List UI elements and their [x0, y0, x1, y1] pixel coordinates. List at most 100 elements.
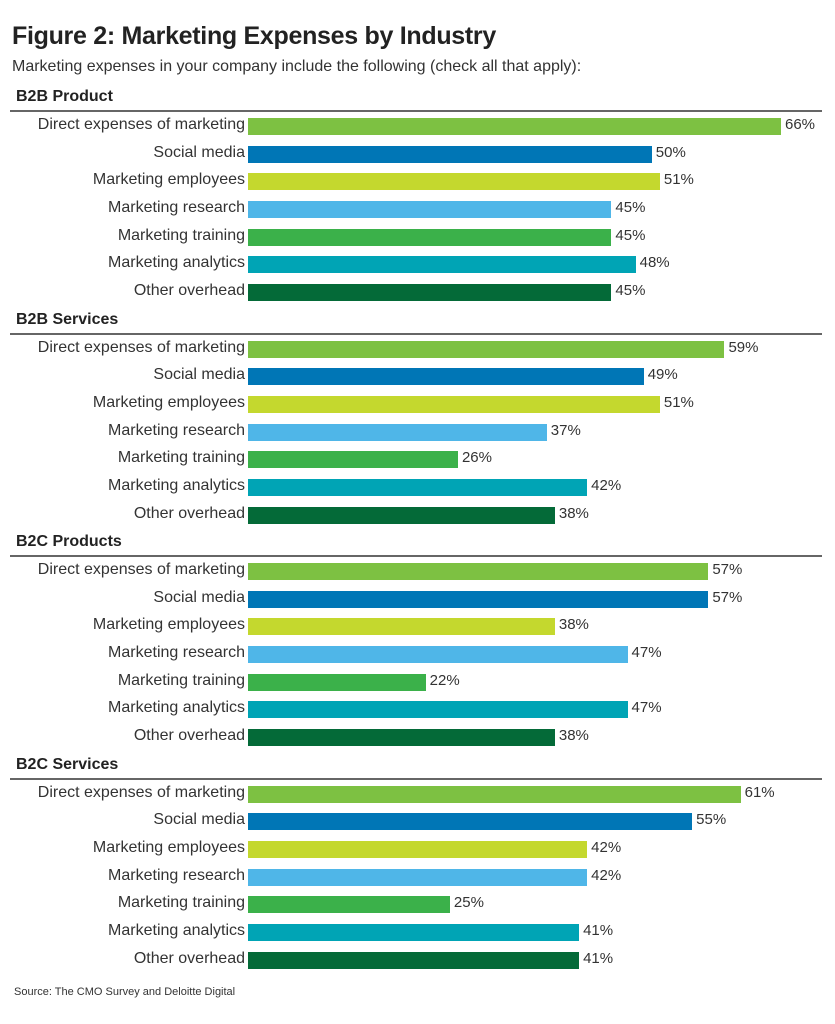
bar — [248, 923, 580, 941]
panel-b2c-services: B2C Services Direct expenses of marketing… — [10, 754, 822, 976]
bar-row: Social media 50% — [10, 140, 822, 168]
category-label: Social media — [153, 811, 245, 829]
bar — [248, 673, 426, 691]
data-label: 45% — [615, 199, 646, 217]
bar-row: Direct expenses of marketing 57% — [10, 557, 822, 585]
panel-b2b-product: B2B Product Direct expenses of marketing 6… — [10, 86, 822, 308]
bar-row: Direct expenses of marketing 66% — [10, 112, 822, 140]
bar-row: Marketing employees 51% — [10, 167, 822, 195]
category-label: Direct expenses of marketing — [37, 338, 245, 356]
bar-row: Marketing research 47% — [10, 640, 822, 668]
bar — [248, 145, 652, 163]
bar-row: Marketing research 45% — [10, 195, 822, 223]
bar-row: Marketing employees 51% — [10, 390, 822, 418]
category-label: Marketing research — [108, 421, 245, 439]
panel-title: B2C Products — [10, 531, 822, 557]
category-label: Marketing training — [117, 449, 245, 467]
panel-b2b-services: B2B Services Direct expenses of marketing… — [10, 309, 822, 531]
data-label: 66% — [785, 116, 816, 133]
bar — [248, 813, 693, 831]
bar-row: Other overhead 38% — [10, 723, 822, 751]
bar-row: Marketing analytics 42% — [10, 473, 822, 501]
category-label: Social media — [153, 143, 245, 161]
category-label: Social media — [153, 366, 245, 384]
bar-row: Marketing analytics 41% — [10, 918, 822, 946]
bar — [248, 118, 781, 135]
bar — [248, 590, 709, 608]
data-label: 55% — [696, 811, 727, 829]
panel-title: B2B Product — [10, 86, 822, 112]
data-label: 42% — [591, 866, 622, 884]
category-label: Other overhead — [133, 727, 245, 745]
category-label: Marketing research — [108, 644, 245, 662]
data-label: 57% — [712, 561, 743, 578]
bar — [248, 506, 555, 524]
data-label: 25% — [453, 894, 484, 912]
bar — [248, 896, 450, 914]
data-label: 51% — [663, 171, 694, 189]
data-label: 48% — [639, 254, 670, 272]
category-label: Marketing employees — [92, 171, 245, 189]
category-label: Social media — [153, 588, 245, 606]
category-label: Marketing training — [117, 894, 245, 912]
panel-title: B2B Services — [10, 309, 822, 335]
data-label: 47% — [631, 644, 662, 662]
panel-title: B2C Services — [10, 754, 822, 780]
data-label: 41% — [583, 949, 614, 967]
data-label: 45% — [615, 226, 646, 244]
chart-title: Figure 2: Marketing Expenses by Industry — [12, 22, 496, 50]
bar-row: Marketing training 45% — [10, 223, 822, 251]
category-label: Direct expenses of marketing — [37, 561, 245, 578]
bar-row: Marketing training 22% — [10, 668, 822, 696]
bar-row: Direct expenses of marketing 59% — [10, 335, 822, 363]
category-label: Marketing analytics — [108, 921, 245, 939]
data-label: 38% — [558, 616, 589, 634]
bar-row: Marketing employees 42% — [10, 835, 822, 863]
bar — [248, 284, 612, 302]
bar-row: Marketing analytics 48% — [10, 250, 822, 278]
data-label: 57% — [712, 588, 743, 606]
bar-row: Social media 55% — [10, 807, 822, 835]
data-label: 26% — [461, 449, 492, 467]
bar — [248, 423, 547, 441]
data-label: 45% — [615, 282, 646, 300]
bar-row: Social media 49% — [10, 362, 822, 390]
bar-row: Marketing research 42% — [10, 863, 822, 891]
bar-row: Marketing employees 38% — [10, 612, 822, 640]
category-label: Direct expenses of marketing — [37, 783, 245, 801]
bar-row: Marketing research 37% — [10, 418, 822, 446]
category-label: Other overhead — [133, 282, 245, 300]
data-label: 61% — [744, 783, 775, 801]
data-label: 59% — [728, 338, 759, 356]
bar — [248, 368, 644, 386]
data-label: 51% — [663, 393, 694, 411]
data-label: 42% — [591, 838, 622, 856]
bar — [248, 618, 555, 636]
bar — [248, 395, 660, 413]
data-label: 37% — [550, 421, 581, 439]
bar-row: Direct expenses of marketing 61% — [10, 780, 822, 808]
data-label: 22% — [429, 671, 460, 689]
bar-row: Other overhead 38% — [10, 501, 822, 529]
category-label: Marketing research — [108, 866, 245, 884]
data-label: 38% — [558, 727, 589, 745]
category-label: Marketing analytics — [108, 476, 245, 494]
category-label: Marketing employees — [92, 393, 245, 411]
category-label: Marketing analytics — [108, 699, 245, 717]
panel-b2c-products: B2C Products Direct expenses of marketing… — [10, 531, 822, 753]
bar — [248, 785, 741, 803]
bar — [248, 840, 588, 858]
category-label: Marketing training — [117, 671, 245, 689]
bar-row: Social media 57% — [10, 585, 822, 613]
bar — [248, 951, 580, 969]
source-note: Source: The CMO Survey and Deloitte Digi… — [14, 986, 236, 998]
category-label: Other overhead — [133, 949, 245, 967]
category-label: Marketing employees — [92, 616, 245, 634]
bar — [248, 729, 555, 747]
bar — [248, 201, 612, 219]
bar-row: Other overhead 45% — [10, 278, 822, 306]
data-label: 49% — [647, 366, 678, 384]
data-label: 42% — [591, 476, 622, 494]
category-label: Direct expenses of marketing — [37, 116, 245, 133]
